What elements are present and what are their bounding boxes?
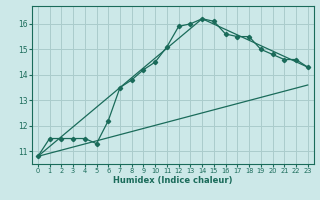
X-axis label: Humidex (Indice chaleur): Humidex (Indice chaleur) xyxy=(113,176,233,185)
